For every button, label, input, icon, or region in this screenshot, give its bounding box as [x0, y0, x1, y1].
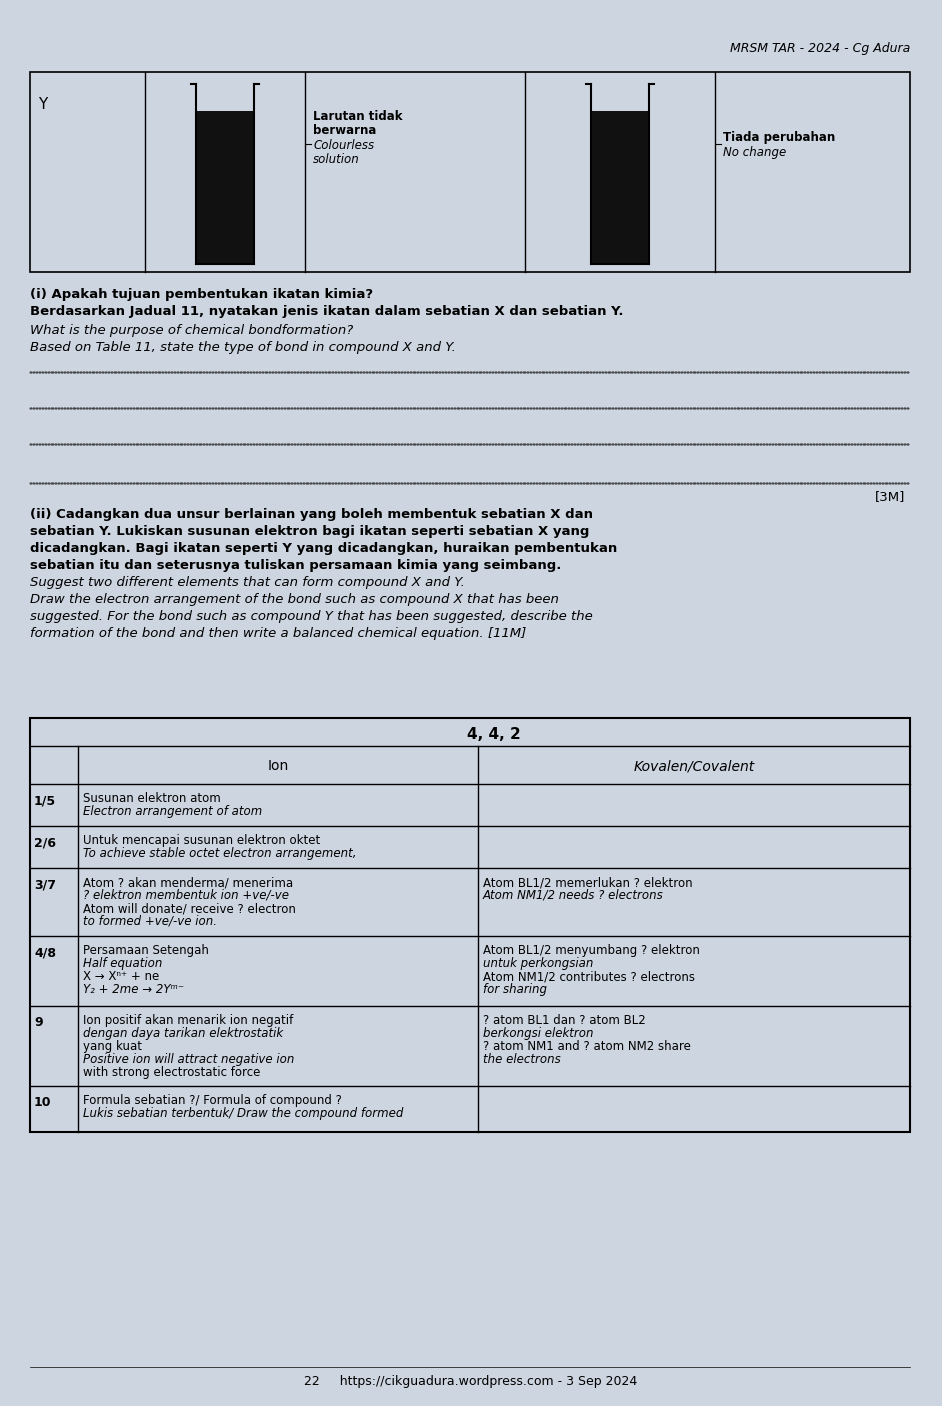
Text: (i) Apakah tujuan pembentukan ikatan kimia?: (i) Apakah tujuan pembentukan ikatan kim…	[30, 288, 373, 301]
Text: Atom BL1/2 memerlukan ? elektron: Atom BL1/2 memerlukan ? elektron	[483, 876, 692, 889]
Text: with strong electrostatic force: with strong electrostatic force	[83, 1066, 260, 1078]
Text: for sharing: for sharing	[483, 983, 547, 995]
Text: 22     https://cikguadura.wordpress.com - 3 Sep 2024: 22 https://cikguadura.wordpress.com - 3 …	[304, 1375, 638, 1388]
Text: the electrons: the electrons	[483, 1053, 560, 1066]
Text: 4/8: 4/8	[34, 946, 56, 959]
Text: Half equation: Half equation	[83, 957, 162, 970]
Text: Kovalen/Covalent: Kovalen/Covalent	[633, 759, 755, 773]
Text: Atom will donate/ receive ? electron: Atom will donate/ receive ? electron	[83, 903, 296, 915]
Text: dicadangkan. Bagi ikatan seperti Y yang dicadangkan, huraikan pembentukan: dicadangkan. Bagi ikatan seperti Y yang …	[30, 541, 617, 555]
Text: dengan daya tarikan elektrostatik: dengan daya tarikan elektrostatik	[83, 1026, 284, 1040]
Text: [3M]: [3M]	[874, 491, 905, 503]
Text: Y₂ + 2me → 2Yᵐ⁻: Y₂ + 2me → 2Yᵐ⁻	[83, 983, 184, 995]
Text: berwarna: berwarna	[313, 124, 377, 136]
Text: Larutan tidak: Larutan tidak	[313, 110, 402, 122]
Text: Electron arrangement of atom: Electron arrangement of atom	[83, 806, 262, 818]
Text: Persamaan Setengah: Persamaan Setengah	[83, 943, 209, 957]
Text: Susunan elektron atom: Susunan elektron atom	[83, 792, 220, 806]
Text: To achieve stable octet electron arrangement,: To achieve stable octet electron arrange…	[83, 846, 356, 860]
Text: Y: Y	[38, 97, 47, 112]
Text: Atom ? akan menderma/ menerima: Atom ? akan menderma/ menerima	[83, 876, 293, 889]
Text: Colourless: Colourless	[313, 139, 374, 152]
Text: sebatian itu dan seterusnya tuliskan persamaan kimia yang seimbang.: sebatian itu dan seterusnya tuliskan per…	[30, 560, 561, 572]
Text: suggested. For the bond such as compound Y that has been suggested, describe the: suggested. For the bond such as compound…	[30, 610, 593, 623]
Text: berkongsi elektron: berkongsi elektron	[483, 1026, 593, 1040]
Bar	[30, 718, 910, 1132]
Text: Lukis sebatian terbentuk/ Draw the compound formed: Lukis sebatian terbentuk/ Draw the compo…	[83, 1107, 403, 1121]
Text: Formula sebatian ?/ Formula of compound ?: Formula sebatian ?/ Formula of compound …	[83, 1094, 342, 1107]
Bar	[30, 72, 910, 271]
Text: Based on Table 11, state the type of bond in compound X and Y.: Based on Table 11, state the type of bon…	[30, 342, 456, 354]
Text: Ion positif akan menarik ion negatif: Ion positif akan menarik ion negatif	[83, 1014, 293, 1026]
Text: sebatian Y. Lukiskan susunan elektron bagi ikatan seperti sebatian X yang: sebatian Y. Lukiskan susunan elektron ba…	[30, 524, 590, 538]
Text: ? atom BL1 dan ? atom BL2: ? atom BL1 dan ? atom BL2	[483, 1014, 646, 1026]
Text: Atom NM1/2 needs ? electrons: Atom NM1/2 needs ? electrons	[483, 889, 664, 903]
Text: 3/7: 3/7	[34, 877, 56, 891]
Text: Positive ion will attract negative ion: Positive ion will attract negative ion	[83, 1053, 294, 1066]
Text: ? elektron membentuk ion +ve/-ve: ? elektron membentuk ion +ve/-ve	[83, 889, 289, 903]
Text: Atom BL1/2 menyumbang ? elektron: Atom BL1/2 menyumbang ? elektron	[483, 943, 700, 957]
Text: 1/5: 1/5	[34, 794, 57, 807]
Text: to formed +ve/-ve ion.: to formed +ve/-ve ion.	[83, 915, 217, 928]
Text: yang kuat: yang kuat	[83, 1040, 142, 1053]
Bar	[197, 111, 253, 263]
Text: Tiada perubahan: Tiada perubahan	[723, 131, 836, 143]
Text: X → Xⁿ⁺ + ne: X → Xⁿ⁺ + ne	[83, 970, 159, 983]
Text: MRSM TAR - 2024 - Cg Adura: MRSM TAR - 2024 - Cg Adura	[730, 42, 910, 55]
Text: Atom NM1/2 contributes ? electrons: Atom NM1/2 contributes ? electrons	[483, 970, 695, 983]
Text: Suggest two different elements that can form compound X and Y.: Suggest two different elements that can …	[30, 576, 464, 589]
Text: What is the purpose of chemical bondformation?: What is the purpose of chemical bondform…	[30, 323, 353, 337]
Text: solution: solution	[313, 153, 360, 166]
Text: (ii) Cadangkan dua unsur berlainan yang boleh membentuk sebatian X dan: (ii) Cadangkan dua unsur berlainan yang …	[30, 508, 593, 522]
Text: Untuk mencapai susunan elektron oktet: Untuk mencapai susunan elektron oktet	[83, 834, 320, 846]
Text: 10: 10	[34, 1097, 52, 1109]
Text: Draw the electron arrangement of the bond such as compound X that has been: Draw the electron arrangement of the bon…	[30, 593, 559, 606]
Bar	[592, 111, 648, 263]
Text: formation of the bond and then write a balanced chemical equation. [11M]: formation of the bond and then write a b…	[30, 627, 527, 640]
Text: Berdasarkan Jadual 11, nyatakan jenis ikatan dalam sebatian X dan sebatian Y.: Berdasarkan Jadual 11, nyatakan jenis ik…	[30, 305, 624, 318]
Text: No change: No change	[723, 146, 787, 159]
Text: untuk perkongsian: untuk perkongsian	[483, 957, 593, 970]
Text: 2/6: 2/6	[34, 837, 56, 849]
Text: 9: 9	[34, 1017, 42, 1029]
Text: 4, 4, 2: 4, 4, 2	[467, 727, 521, 742]
Text: Ion: Ion	[268, 759, 288, 773]
Text: ? atom NM1 and ? atom NM2 share: ? atom NM1 and ? atom NM2 share	[483, 1040, 690, 1053]
